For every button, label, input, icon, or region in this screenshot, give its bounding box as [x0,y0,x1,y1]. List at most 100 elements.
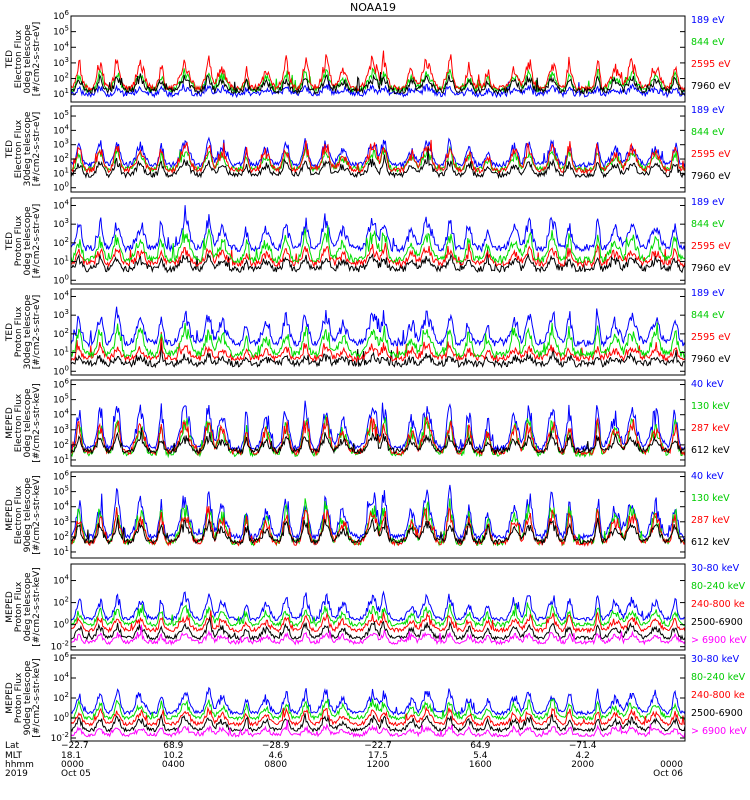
y-axis-label-line: Proton Flux [14,672,24,723]
panel-4: 100 101 102 103 104 TED Proton Flux 30deg teles… [5,288,731,377]
legend-entry: 612 keV [691,537,730,548]
y-axis-label-line: [#/cm2-s-str-eV] [32,112,42,187]
y-axis-label-line: Electron Flux [14,485,24,544]
y-tick-label: 105 [53,109,69,122]
figure-title: NOAA19 [350,1,396,14]
series-line--6900-kev [71,719,685,738]
y-axis-label-line: MEPED [5,591,15,623]
y-axis-label-line: 30deg telescope [23,111,33,186]
y-axis-label-line: Electron Flux [14,29,24,88]
footer-tick-label: −22.7 [61,741,89,751]
legend-entry: 189 eV [691,105,725,116]
legend-entry: 844 eV [691,219,725,230]
legend-entry: 240-800 ke [691,599,745,610]
panel-8-series [71,686,685,738]
legend-entry: > 6900 keV [691,726,747,737]
y-tick-label: 101 [53,166,69,179]
series-line--6900-kev [71,624,685,646]
legend-entry: > 6900 keV [691,635,747,646]
y-tick-label: 104 [53,40,69,53]
y-axis-label-line: 30deg telescope [23,294,33,369]
footer-tick-label: 4.2 [576,751,590,761]
legend-entry: 40 keV [691,471,724,482]
series-line-7960-ev [71,342,685,369]
panel-1-series [71,50,685,99]
y-axis-label-line: 0deg telescope [23,24,33,94]
legend-entry: 2595 eV [691,149,731,160]
series-line-30-80-kev [71,590,685,623]
y-tick-label: 101 [53,255,69,268]
y-tick-label: 101 [53,545,69,558]
footer-tick-label: Oct 06 [653,769,683,779]
legend-entry: 240-800 ke [691,690,745,701]
footer-row-label: hhmm [5,760,34,770]
series-line-2595-ev [71,139,685,175]
y-tick-label: 102 [53,327,69,340]
y-tick-label: 104 [53,574,69,587]
y-tick-label: 100 [53,181,69,194]
series-line-240-800-ke [71,610,685,634]
y-axis-label-line: MEPED [5,407,15,439]
legend-entry: 7960 eV [691,354,731,365]
footer-tick-label: −71.4 [569,741,597,751]
footer-tick-label: −22.7 [364,741,392,751]
panel-frame [70,654,686,742]
y-tick-label: 103 [53,308,69,321]
y-tick-label: 100 [53,273,69,286]
y-tick-label: 106 [53,470,69,483]
footer-row-label: MLT [5,751,23,761]
series-line-2595-ev [71,331,685,364]
legend-entry: 2500-6900 [691,708,743,719]
panel-6-series [71,484,685,547]
legend-entry: 844 eV [691,127,725,138]
y-axis-label-line: [#/cm2-s-str-keV] [32,383,42,462]
panel-frame [70,379,686,467]
legend-entry: 7960 eV [691,171,731,182]
series-line-40-kev [71,484,685,542]
footer-tick-label: 64.9 [470,741,490,751]
y-tick-label: 100 [53,364,69,377]
y-tick-label: 105 [53,485,69,498]
panel-3: 100 101 102 103 104 TED Proton Flux 0deg telesc… [5,197,731,286]
y-tick-label: 102 [53,691,69,704]
legend-entry: 130 keV [691,401,730,412]
legend-entry: 40 keV [691,379,724,390]
footer-row-label: Lat [5,741,20,751]
footer-tick-label: 0000 [61,760,84,770]
panel-4-series [71,306,685,369]
panel-5: 101 102 103 104 105 106 MEPED Electron Flux 0deg… [5,378,730,467]
y-tick-label: 104 [53,408,69,421]
y-axis-label-line: [#/cm2-s-str-keV] [32,475,42,554]
footer-tick-label: 0800 [264,760,287,770]
y-axis-label-line: [#/cm2-s-str-eV] [32,22,42,97]
footer-tick-label: 4.6 [269,751,284,761]
legend-entry: 287 keV [691,423,730,434]
y-axis-label-line: Electron Flux [14,119,24,178]
y-tick-label: 104 [53,671,69,684]
y-axis-label-line: TED [5,232,15,251]
y-axis-label-line: [#/cm2-s-str-keV] [32,567,42,646]
series-line-40-kev [71,400,685,452]
y-tick-label: 104 [53,289,69,302]
panel-frame [70,15,686,103]
y-tick-label: 106 [53,9,69,22]
series-line-7960-ev [71,248,685,274]
y-tick-label: 10-2 [51,731,69,744]
series-line-2500-6900 [71,713,685,734]
series-line-2595-ev [71,242,685,269]
y-axis-label-line: [#/cm2-s-str-keV] [32,658,42,737]
legend-entry: 189 eV [691,15,725,26]
legend-entry: 7960 eV [691,81,731,92]
y-axis-label-line: 90deg telescope [23,660,33,735]
y-axis-label-line: [#/cm2-s-str-eV] [32,295,42,370]
panel-5-series [71,400,685,459]
y-tick-label: 103 [53,56,69,69]
footer-tick-label: Oct 05 [61,769,91,779]
y-axis-label-line: MEPED [5,682,15,714]
series-line-7960-ev [71,71,685,96]
y-axis-label-line: TED [5,50,15,69]
footer-tick-label: 1200 [367,760,390,770]
series-line-612-kev [71,517,685,546]
panel-8: 10-2 100 102 104 106 MEPED Proton Flux 90deg te… [5,651,747,744]
